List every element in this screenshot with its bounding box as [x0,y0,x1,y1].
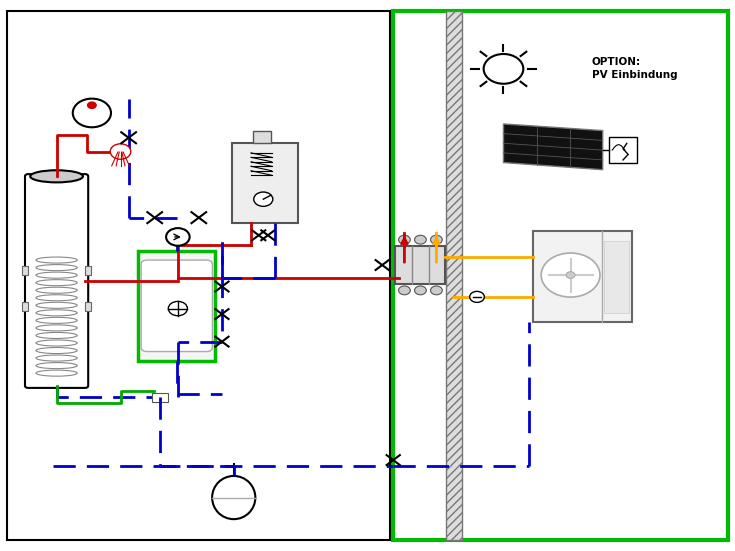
Bar [85,302,91,311]
Polygon shape [503,124,603,170]
Bar [604,240,628,313]
FancyBboxPatch shape [25,174,88,388]
Text: OPTION:
PV Einbindung: OPTION: PV Einbindung [592,57,677,80]
Bar [22,302,28,311]
FancyBboxPatch shape [141,260,212,352]
Circle shape [484,54,523,84]
Bar [609,137,637,163]
Bar [393,11,728,540]
Bar [7,11,390,540]
Circle shape [168,301,187,316]
Circle shape [398,235,410,244]
Bar [152,393,168,402]
Ellipse shape [30,170,83,182]
Circle shape [566,272,575,278]
Circle shape [415,235,426,244]
Circle shape [254,192,273,207]
Bar [85,266,91,275]
Bar [446,11,462,540]
Circle shape [166,228,190,246]
Bar [253,131,271,143]
Circle shape [431,235,442,244]
Bar [22,266,28,275]
Bar [138,251,215,361]
Circle shape [87,102,96,109]
Circle shape [470,291,484,302]
Bar [232,143,298,223]
Bar [395,246,445,284]
Circle shape [415,286,426,295]
Circle shape [398,286,410,295]
Circle shape [431,286,442,295]
Circle shape [110,144,131,159]
Circle shape [541,253,600,297]
Circle shape [73,99,111,127]
Ellipse shape [212,476,255,519]
Bar [533,231,632,322]
